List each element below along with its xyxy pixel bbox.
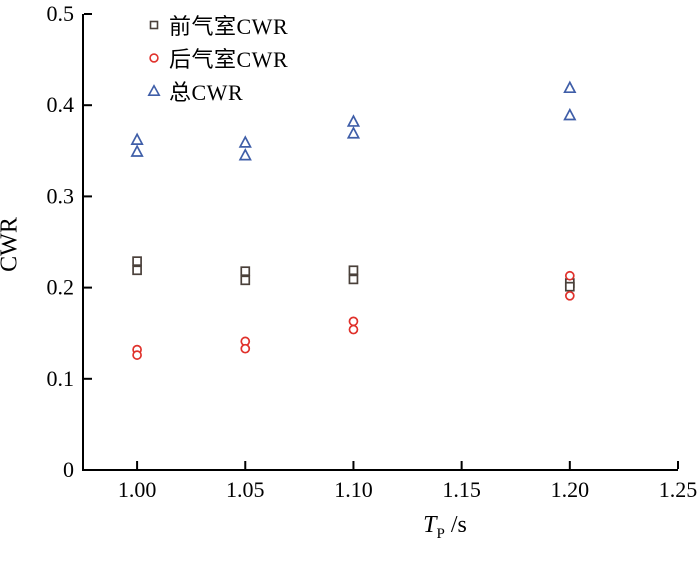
legend-label-rear-chamber: 后气室CWR — [169, 46, 289, 72]
data-point-triangle — [346, 126, 361, 139]
data-point-square — [132, 265, 142, 276]
x-axis-label-variable: T — [423, 512, 437, 538]
square-marker-icon — [149, 20, 159, 29]
data-point-circle — [564, 290, 575, 301]
data-point-circle — [240, 343, 251, 354]
x-tick-label: 1.15 — [442, 477, 481, 502]
data-point-triangle — [130, 132, 144, 146]
x-axis-label: TP /s — [360, 512, 530, 543]
x-axis-label-unit: /s — [444, 512, 467, 538]
legend-item-total: 总CWR — [146, 76, 288, 105]
legend-item-rear-chamber: 后气室CWR — [146, 43, 288, 72]
y-tick-label: 0.2 — [47, 275, 75, 300]
x-tick-label: 1.10 — [334, 477, 373, 502]
data-point-circle — [348, 316, 359, 327]
data-point-circle — [132, 350, 142, 360]
data-point-square — [348, 274, 359, 285]
legend-label-front-chamber: 前气室CWR — [169, 13, 289, 39]
square-marker-shape — [149, 20, 159, 29]
data-point-square — [132, 256, 142, 267]
x-tick-label: 1.05 — [226, 477, 265, 502]
data-point-square — [348, 265, 359, 276]
y-tick-label: 0.5 — [47, 1, 75, 26]
data-point-triangle — [346, 114, 361, 127]
x-tick-label: 1.25 — [659, 477, 698, 502]
circle-marker-shape — [149, 52, 159, 63]
circle-marker-icon — [149, 52, 159, 63]
legend-label-total: 总CWR — [169, 79, 244, 105]
triangle-marker-icon — [147, 83, 161, 96]
axis-spines — [82, 14, 678, 471]
legend: 前气室CWR 后气室CWR 总CWR — [146, 10, 288, 105]
data-point-square — [240, 266, 251, 277]
data-point-triangle — [238, 148, 252, 161]
x-tick-label: 1.20 — [551, 477, 590, 502]
legend-item-front-chamber: 前气室CWR — [146, 10, 288, 39]
data-point-triangle — [238, 135, 252, 148]
data-point-triangle — [563, 80, 577, 94]
y-tick-label: 0 — [63, 457, 74, 482]
y-tick-label: 0.3 — [47, 183, 75, 208]
data-point-triangle — [563, 107, 577, 121]
x-tick-label: 1.00 — [118, 477, 157, 502]
x-axis-label-subscript: P — [436, 525, 445, 542]
data-point-square — [564, 281, 575, 292]
data-point-square — [240, 275, 251, 286]
data-point-circle — [348, 324, 359, 335]
y-tick-label: 0.1 — [47, 366, 75, 391]
data-point-circle — [564, 270, 575, 281]
data-point-triangle — [130, 144, 144, 157]
y-axis-label: CWR — [0, 217, 23, 272]
y-tick-label: 0.4 — [47, 92, 75, 117]
triangle-marker-shape — [147, 83, 161, 96]
